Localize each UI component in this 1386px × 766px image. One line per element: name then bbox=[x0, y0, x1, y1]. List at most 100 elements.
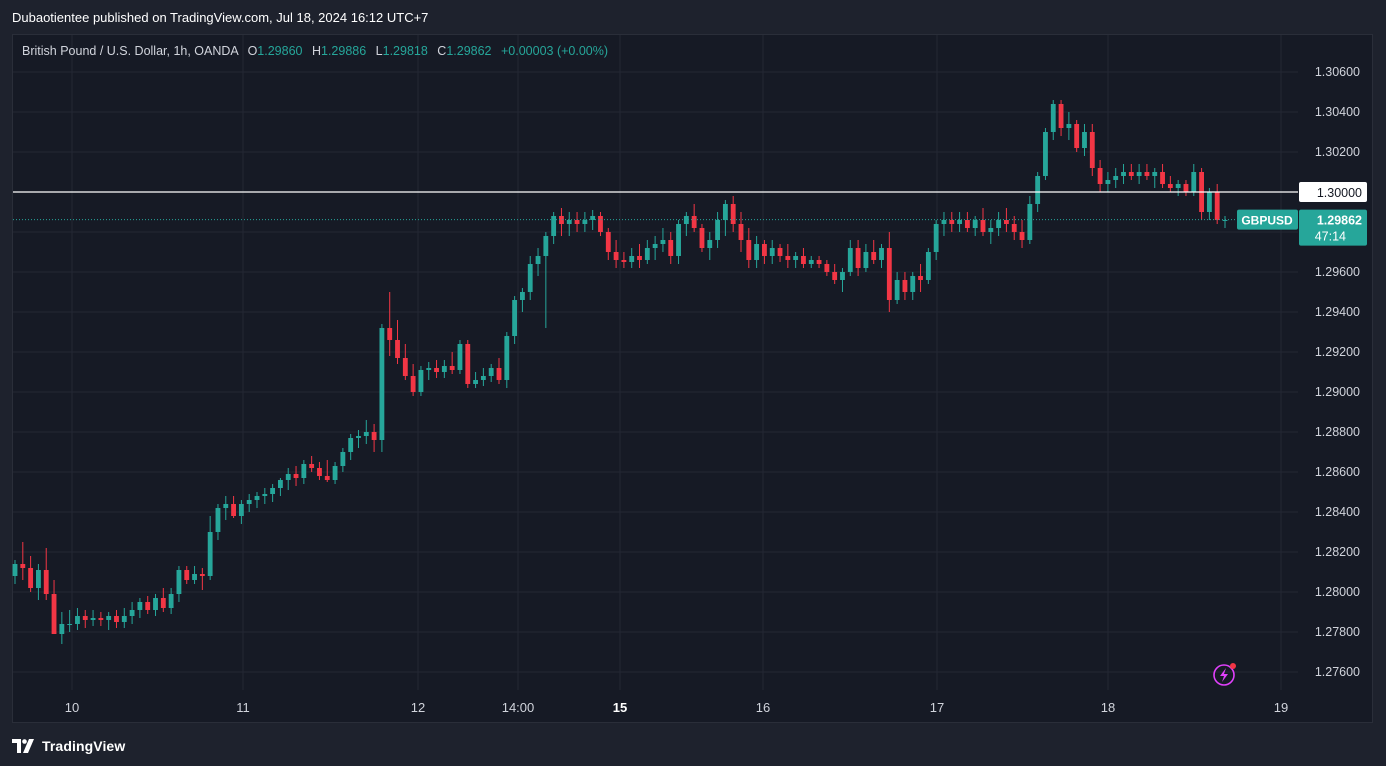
candle-body bbox=[215, 508, 221, 532]
candle-body bbox=[426, 368, 432, 370]
chart-frame[interactable] bbox=[12, 34, 1373, 723]
candle-body bbox=[605, 232, 611, 252]
candle-body bbox=[418, 370, 424, 392]
candle-body bbox=[527, 264, 533, 292]
candle-body bbox=[473, 380, 479, 384]
candle-body bbox=[20, 564, 26, 568]
candle-body bbox=[621, 260, 627, 262]
open-label: O bbox=[247, 44, 258, 58]
close-label: C bbox=[437, 44, 447, 58]
candle-body bbox=[309, 464, 315, 468]
time-tick-label: 15 bbox=[613, 700, 627, 715]
candle-body bbox=[1183, 184, 1189, 192]
candle-body bbox=[566, 220, 572, 224]
candle-body bbox=[121, 616, 127, 622]
candle-body bbox=[1019, 232, 1025, 240]
candle-body bbox=[1105, 180, 1111, 184]
candle-body bbox=[90, 618, 96, 620]
candle-body bbox=[262, 494, 268, 496]
candle-body bbox=[519, 292, 525, 300]
candle-body bbox=[457, 344, 463, 370]
candle-body bbox=[863, 252, 869, 268]
candle-body bbox=[1191, 172, 1197, 192]
price-tick-label: 1.30600 bbox=[1315, 65, 1360, 79]
publish-bar: Dubaotientee published on TradingView.co… bbox=[0, 0, 1386, 34]
candle-body bbox=[145, 602, 151, 610]
candle-body bbox=[691, 216, 697, 228]
footer-brand[interactable]: TradingView bbox=[12, 736, 125, 756]
candle-body bbox=[847, 248, 853, 272]
symbol-legend: British Pound / U.S. Dollar, 1h, OANDA O… bbox=[22, 44, 608, 58]
candle-body bbox=[957, 220, 963, 224]
time-tick-label: 19 bbox=[1274, 700, 1288, 715]
low-value: 1.29818 bbox=[382, 44, 428, 58]
candle-body bbox=[707, 240, 713, 248]
time-tick-label: 18 bbox=[1101, 700, 1115, 715]
candle-body bbox=[1136, 172, 1142, 176]
candle-body bbox=[551, 216, 557, 236]
price-levels[interactable] bbox=[13, 191, 1298, 221]
candle-body bbox=[652, 244, 658, 248]
candle-body bbox=[254, 496, 260, 500]
candle-body bbox=[28, 568, 34, 588]
candle-body bbox=[988, 228, 994, 232]
candle-body bbox=[761, 244, 767, 256]
candle-body bbox=[668, 240, 674, 256]
candle-body bbox=[933, 224, 939, 252]
candle-body bbox=[356, 436, 361, 438]
candle-body bbox=[395, 340, 400, 358]
candle-body bbox=[722, 204, 728, 220]
time-tick-label: 17 bbox=[930, 700, 944, 715]
candle-body bbox=[223, 504, 229, 508]
candle-body bbox=[972, 220, 978, 228]
candle-body bbox=[801, 256, 806, 264]
tradingview-logo-icon bbox=[12, 739, 34, 753]
level-label-box bbox=[1299, 182, 1367, 202]
candle-body bbox=[1160, 172, 1165, 184]
candle-body bbox=[1206, 192, 1212, 212]
candle-body bbox=[1089, 132, 1095, 168]
candle-body bbox=[1121, 172, 1126, 176]
candle-body bbox=[879, 248, 884, 260]
time-tick-label: 11 bbox=[236, 700, 250, 715]
lightning-alert-icon[interactable] bbox=[1213, 663, 1236, 686]
candle-body bbox=[816, 260, 822, 264]
candle-body bbox=[332, 466, 338, 480]
countdown-label: 47:14 bbox=[1315, 230, 1346, 244]
candle-body bbox=[496, 368, 502, 380]
current-price-label: 1.29862 bbox=[1317, 214, 1362, 228]
candle-body bbox=[82, 616, 88, 620]
candle-body bbox=[270, 488, 276, 494]
candle-body bbox=[777, 248, 783, 256]
time-axis[interactable]: 10 11 12 14:00 15 16 17 18 19 bbox=[65, 700, 1288, 715]
candle-body bbox=[793, 256, 799, 260]
candle-body bbox=[1011, 224, 1017, 232]
candle-body bbox=[996, 220, 1002, 228]
candle-body bbox=[153, 598, 158, 610]
candle-body bbox=[637, 256, 642, 260]
candle-body bbox=[644, 248, 650, 260]
price-tick-label: 1.29000 bbox=[1315, 385, 1360, 399]
candle-body bbox=[387, 328, 393, 340]
price-tick-label: 1.30400 bbox=[1315, 105, 1360, 119]
candle-body bbox=[504, 336, 510, 380]
price-axis[interactable]: 1.30600 1.30400 1.30200 1.29600 1.29400 1.292… bbox=[1237, 65, 1367, 679]
candle-body bbox=[98, 618, 104, 620]
candle-body bbox=[855, 248, 861, 268]
candle-body bbox=[824, 264, 830, 272]
high-label: H bbox=[311, 44, 321, 58]
candle-body bbox=[51, 594, 57, 634]
candle-body bbox=[410, 376, 416, 392]
candle-body bbox=[480, 376, 486, 380]
symbol-title[interactable]: British Pound / U.S. Dollar, 1h, OANDA bbox=[22, 44, 239, 58]
candle-body bbox=[964, 220, 970, 228]
price-tick-label: 1.28800 bbox=[1315, 425, 1360, 439]
candle-body bbox=[832, 272, 838, 280]
symbol-badge-box bbox=[1237, 209, 1298, 230]
candle-body bbox=[1097, 168, 1103, 184]
candle-body bbox=[43, 570, 49, 594]
candle-body bbox=[488, 368, 494, 376]
candle-body bbox=[340, 452, 346, 466]
candle-body bbox=[293, 474, 299, 478]
